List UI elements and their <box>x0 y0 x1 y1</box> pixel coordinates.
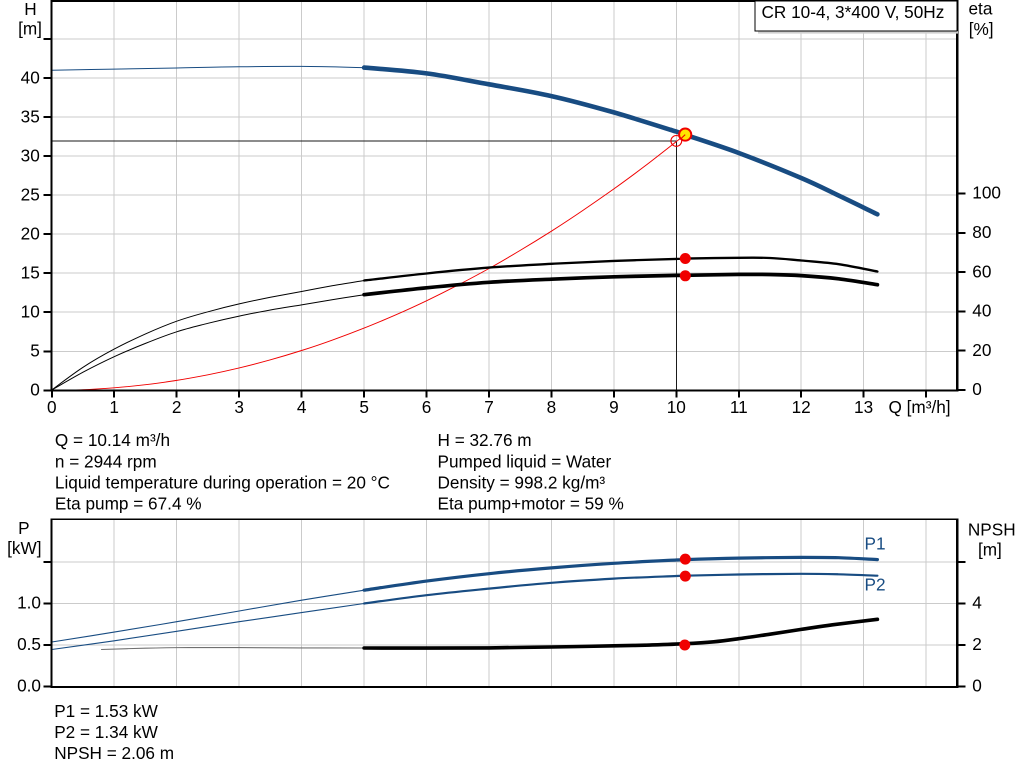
svg-text:1.0: 1.0 <box>17 593 41 613</box>
svg-text:7: 7 <box>484 397 494 417</box>
svg-text:Eta pump+motor = 59 %: Eta pump+motor = 59 % <box>438 494 624 514</box>
svg-text:0.0: 0.0 <box>17 676 41 696</box>
svg-text:3: 3 <box>234 397 244 417</box>
svg-text:4: 4 <box>972 593 982 613</box>
svg-text:8: 8 <box>547 397 557 417</box>
svg-text:2: 2 <box>972 634 982 654</box>
svg-text:10: 10 <box>21 301 40 321</box>
svg-text:P1 = 1.53 kW: P1 = 1.53 kW <box>54 701 158 721</box>
svg-text:6: 6 <box>422 397 432 417</box>
svg-text:15: 15 <box>21 262 40 282</box>
svg-text:25: 25 <box>21 184 40 204</box>
svg-text:30: 30 <box>21 145 40 165</box>
svg-text:Q [m³/h]: Q [m³/h] <box>889 397 951 417</box>
svg-text:9: 9 <box>609 397 619 417</box>
svg-text:[m]: [m] <box>18 19 42 39</box>
svg-text:P: P <box>18 518 29 538</box>
svg-text:35: 35 <box>21 106 40 126</box>
svg-text:2: 2 <box>172 397 182 417</box>
svg-text:[m]: [m] <box>978 540 1002 560</box>
svg-text:5: 5 <box>359 397 369 417</box>
svg-text:80: 80 <box>972 222 991 242</box>
svg-text:H = 32.76 m: H = 32.76 m <box>438 430 532 450</box>
svg-text:Eta pump = 67.4 %: Eta pump = 67.4 % <box>55 494 202 514</box>
svg-text:Liquid temperature during oper: Liquid temperature during operation = 20… <box>55 472 390 492</box>
svg-text:NPSH = 2.06 m: NPSH = 2.06 m <box>54 743 174 763</box>
svg-text:20: 20 <box>972 340 991 360</box>
svg-text:40: 40 <box>21 67 40 87</box>
svg-text:P1: P1 <box>865 533 886 553</box>
svg-text:[%]: [%] <box>969 19 994 39</box>
svg-text:12: 12 <box>792 397 811 417</box>
svg-text:0: 0 <box>30 380 40 400</box>
svg-text:13: 13 <box>854 397 873 417</box>
svg-text:10: 10 <box>667 397 686 417</box>
svg-text:0: 0 <box>47 397 57 417</box>
svg-text:0.5: 0.5 <box>17 634 41 654</box>
svg-text:Density = 998.2 kg/m³: Density = 998.2 kg/m³ <box>438 472 606 492</box>
svg-text:P2: P2 <box>865 575 886 595</box>
svg-text:0: 0 <box>972 676 982 696</box>
svg-text:100: 100 <box>972 183 1001 203</box>
svg-text:40: 40 <box>972 301 991 321</box>
svg-text:4: 4 <box>297 397 307 417</box>
svg-text:1: 1 <box>109 397 119 417</box>
svg-text:P2 = 1.34 kW: P2 = 1.34 kW <box>54 722 158 742</box>
svg-text:20: 20 <box>21 223 40 243</box>
svg-text:0: 0 <box>972 379 982 399</box>
svg-text:CR 10-4, 3*400 V, 50Hz: CR 10-4, 3*400 V, 50Hz <box>762 2 945 22</box>
svg-text:n = 2944 rpm: n = 2944 rpm <box>55 451 157 471</box>
svg-text:[kW]: [kW] <box>7 538 41 558</box>
svg-text:Q = 10.14 m³/h: Q = 10.14 m³/h <box>55 430 170 450</box>
svg-text:60: 60 <box>972 261 991 281</box>
svg-text:Pumped liquid = Water: Pumped liquid = Water <box>438 451 612 471</box>
svg-text:eta: eta <box>969 0 993 19</box>
svg-text:NPSH: NPSH <box>968 519 1016 539</box>
svg-text:11: 11 <box>730 397 748 417</box>
svg-text:5: 5 <box>30 341 40 361</box>
svg-text:H: H <box>24 0 36 19</box>
